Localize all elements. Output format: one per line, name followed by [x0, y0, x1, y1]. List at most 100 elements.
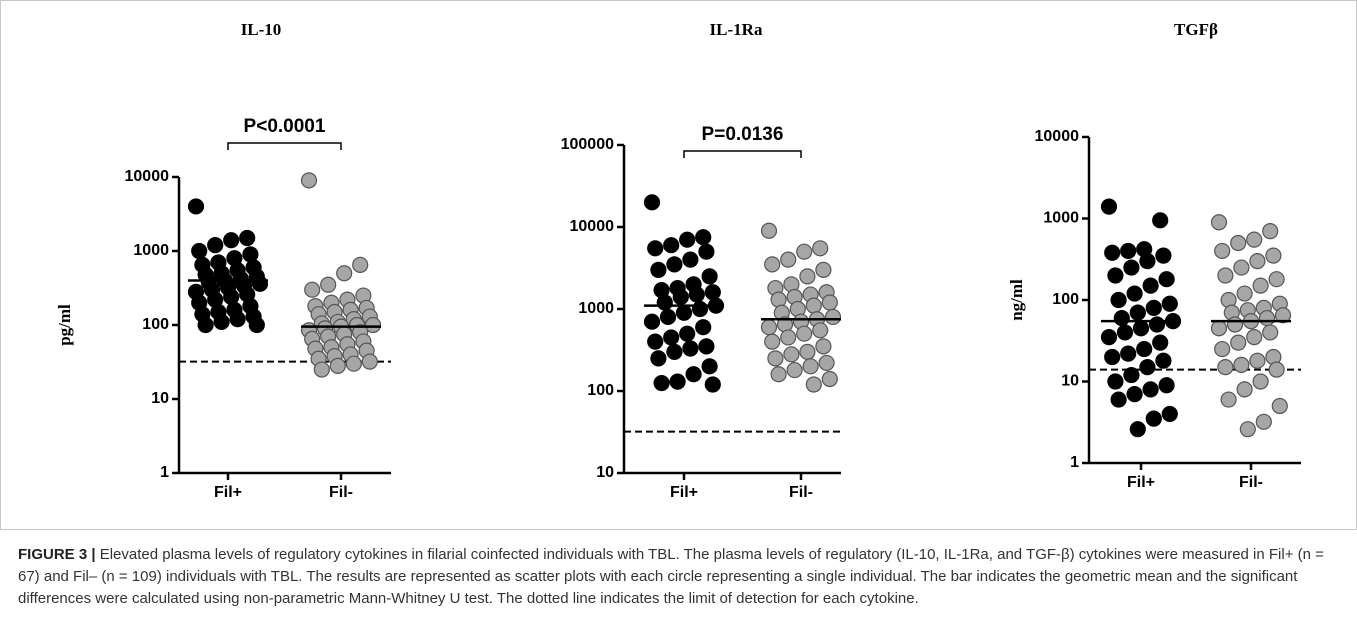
data-point: [251, 275, 269, 292]
data-point: [764, 333, 781, 350]
data-point: [1274, 307, 1292, 324]
x-tick-label: Fil-: [329, 484, 353, 501]
data-point: [329, 357, 346, 375]
data-point: [239, 229, 256, 247]
data-point: [770, 366, 787, 383]
data-point: [345, 355, 362, 372]
data-point: [1123, 366, 1140, 384]
data-point: [1152, 212, 1169, 229]
data-point: [1152, 334, 1169, 351]
y-tick-label: 100: [1052, 291, 1079, 308]
data-point: [796, 243, 813, 260]
p-value: P<0.0001: [244, 116, 326, 137]
data-point: [1104, 244, 1121, 261]
p-value: P=0.0136: [702, 124, 784, 145]
panel-title: IL-1Ra: [710, 20, 763, 39]
data-point: [300, 172, 318, 189]
data-point: [760, 222, 778, 239]
data-point: [1158, 377, 1175, 394]
y-tick-label: 10: [596, 464, 614, 481]
data-point: [1214, 242, 1231, 260]
y-tick-label: 1: [1070, 454, 1079, 471]
data-point: [1268, 271, 1285, 288]
data-point: [1145, 410, 1162, 427]
data-point: [767, 350, 784, 367]
y-tick-label: 10000: [125, 168, 170, 185]
data-point: [1139, 359, 1156, 376]
data-point: [1107, 267, 1124, 284]
data-point: [815, 261, 832, 278]
data-point: [1262, 324, 1279, 341]
data-point: [1239, 421, 1256, 438]
data-point: [1249, 253, 1266, 270]
data-point: [1220, 391, 1237, 408]
y-tick-label: 10: [1061, 373, 1079, 390]
data-point: [679, 325, 696, 342]
data-point: [675, 304, 693, 321]
data-point: [799, 268, 816, 285]
data-point: [1230, 234, 1247, 252]
data-point: [643, 313, 661, 330]
data-point: [821, 370, 838, 388]
data-point: [1145, 299, 1162, 316]
data-point: [1252, 373, 1269, 390]
data-point: [1100, 329, 1118, 346]
x-tick-label: Fil+: [214, 484, 242, 501]
data-point: [1161, 405, 1178, 423]
data-point: [1104, 348, 1121, 366]
data-point: [704, 376, 721, 393]
y-tick-label: 10: [151, 390, 169, 407]
data-point: [313, 361, 330, 378]
data-point: [666, 256, 683, 273]
y-axis-label: ng/ml: [1007, 279, 1026, 321]
data-point: [764, 256, 781, 273]
data-point: [821, 294, 838, 311]
data-point: [248, 316, 265, 334]
y-tick-label: 10000: [1035, 128, 1080, 145]
data-point: [780, 329, 797, 346]
data-point: [682, 251, 699, 268]
data-point: [1126, 285, 1143, 302]
data-point: [663, 237, 680, 254]
data-point: [1226, 316, 1244, 333]
data-point: [760, 319, 778, 336]
data-point: [223, 232, 240, 249]
data-point: [695, 229, 712, 246]
y-tick-label: 100: [587, 382, 614, 399]
data-point: [796, 325, 813, 342]
data-point: [666, 343, 683, 360]
data-point: [336, 265, 353, 282]
data-point: [1123, 259, 1140, 276]
data-point: [704, 284, 721, 301]
data-point: [805, 297, 822, 314]
data-point: [780, 251, 797, 268]
data-point: [1217, 267, 1234, 284]
data-point: [698, 338, 715, 355]
panel-title: TGFβ: [1174, 20, 1218, 39]
data-point: [685, 366, 702, 383]
data-point: [361, 353, 378, 370]
data-point: [1155, 352, 1172, 369]
y-tick-label: 1000: [1043, 210, 1079, 227]
data-point: [799, 343, 816, 360]
data-point: [786, 361, 803, 379]
y-tick-label: 100000: [561, 136, 614, 153]
data-point: [1110, 391, 1127, 408]
data-point: [701, 268, 718, 285]
data-point: [1158, 271, 1175, 288]
data-point: [1214, 340, 1231, 358]
data-point: [656, 294, 673, 311]
data-point: [1230, 334, 1247, 351]
data-point: [688, 286, 705, 303]
data-point: [1210, 214, 1228, 231]
data-point: [691, 300, 709, 318]
data-point: [1113, 309, 1130, 327]
figure: IL-10 pg/ml 1 10 100 1000 10000 Fil+ Fil- P<0.000…: [0, 0, 1357, 530]
data-point: [1132, 320, 1150, 337]
data-point: [653, 374, 670, 392]
data-point: [682, 340, 699, 357]
data-point: [812, 240, 829, 257]
x-tick-label: Fil-: [1239, 474, 1263, 491]
data-point: [352, 256, 369, 273]
